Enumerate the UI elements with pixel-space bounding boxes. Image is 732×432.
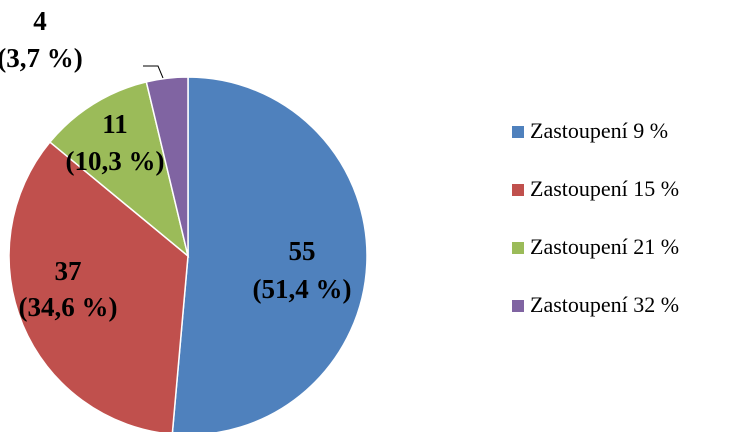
pie-slice [145, 76, 189, 257]
pie-slice [171, 76, 368, 432]
legend-label: Zastoupení 15 % [530, 176, 679, 201]
leader-line [143, 65, 164, 79]
legend-swatch [512, 300, 524, 312]
data-label: (3,7 %) [0, 43, 83, 73]
pie-slice [8, 141, 189, 432]
data-label: (34,6 %) [19, 292, 118, 322]
legend-swatch [512, 242, 524, 254]
pie-slice [48, 81, 190, 259]
data-label: 55 [289, 236, 316, 266]
data-label: 37 [55, 256, 82, 286]
legend-swatch [512, 184, 524, 196]
data-label: (10,3 %) [66, 146, 165, 176]
legend-label: Zastoupení 9 % [530, 118, 668, 143]
data-label: (51,4 %) [253, 274, 352, 304]
legend-label: Zastoupení 21 % [530, 234, 679, 259]
data-label: 11 [102, 109, 128, 139]
legend-label: Zastoupení 32 % [530, 292, 679, 317]
legend-swatch [512, 126, 524, 138]
data-label: 4 [33, 6, 47, 36]
